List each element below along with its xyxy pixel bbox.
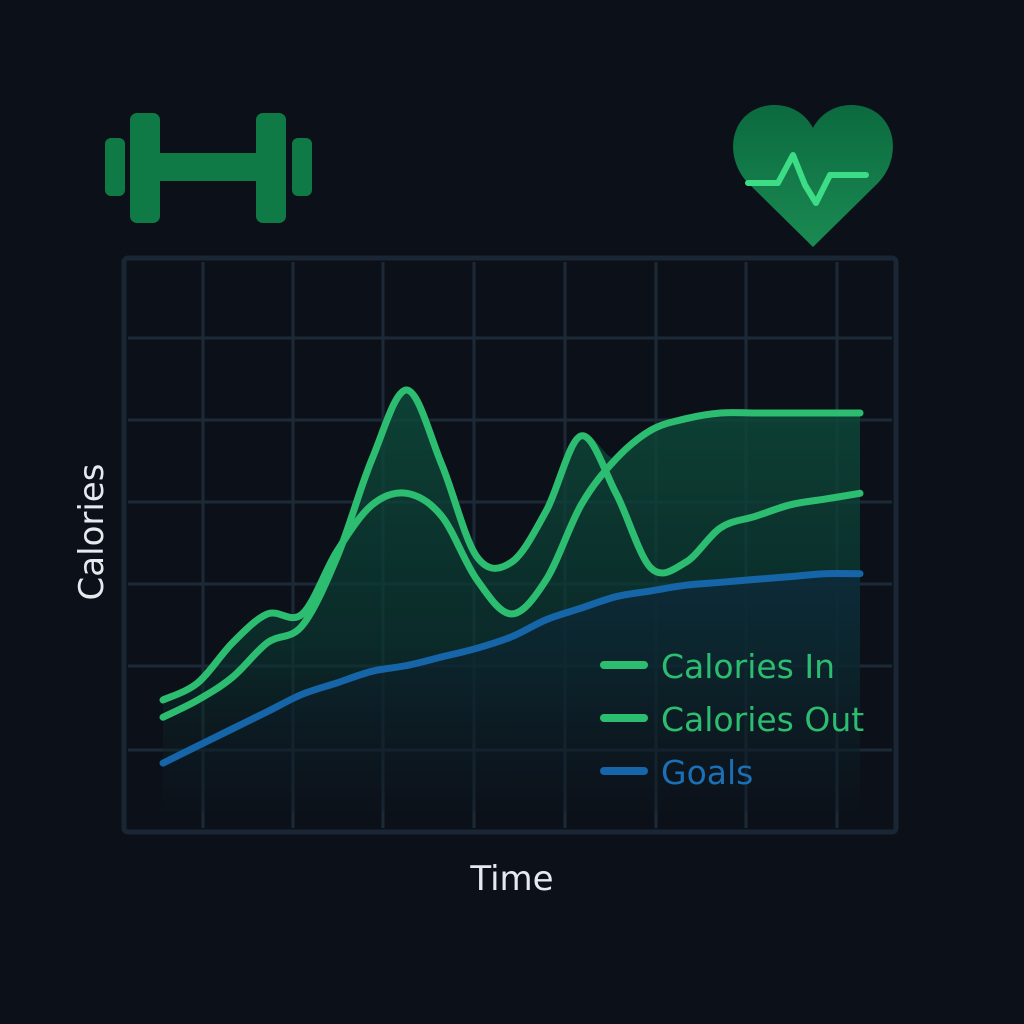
- legend-label-calories-in: Calories In: [661, 647, 835, 686]
- legend-label-calories-out: Calories Out: [661, 700, 864, 739]
- x-axis-title: Time: [469, 859, 553, 899]
- y-axis-title: Calories: [72, 464, 112, 601]
- heart-pulse-icon: [733, 105, 893, 247]
- dumbbell-icon: [105, 113, 312, 223]
- legend-label-goals: Goals: [661, 753, 753, 792]
